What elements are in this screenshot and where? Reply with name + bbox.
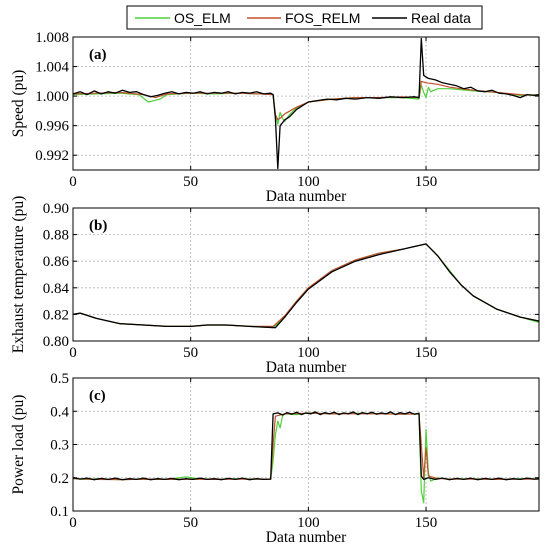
y-tick-label: 1.008 <box>35 30 69 46</box>
panel-c: 0 50 100 150 0.1 0.2 0.3 0.4 0.5 (c) Data number Po… <box>10 371 540 546</box>
y-axis-label: Power load (pu) <box>10 395 27 495</box>
y-tick-label: 0.2 <box>50 471 69 487</box>
panel-label: (c) <box>89 388 106 404</box>
y-tick-label: 0.80 <box>43 334 69 350</box>
y-tick-label: 0.90 <box>43 201 69 217</box>
x-tick-label: 100 <box>297 515 320 531</box>
series-line-real-data <box>73 411 539 481</box>
legend-label-os-elm: OS_ELM <box>174 10 231 26</box>
panel-b: 0 50 100 150 0.80 0.82 0.84 0.86 0.88 0.90 (b) Data… <box>10 196 540 376</box>
plot-frame <box>72 36 540 171</box>
panels: 0 50 100 150 0.992 0.996 1.000 1.004 1.008 (a) Dat… <box>10 30 540 546</box>
y-axis-label: Speed (pu) <box>10 70 27 138</box>
panel-label: (b) <box>89 218 107 234</box>
legend-label-real-data: Real data <box>411 10 471 26</box>
y-tick-label: 0.88 <box>43 228 69 244</box>
panel-a: 0 50 100 150 0.992 0.996 1.000 1.004 1.008 (a) Dat… <box>10 30 540 205</box>
x-tick-label: 100 <box>297 174 320 190</box>
x-axis-label: Data number <box>266 529 347 546</box>
series-line-real-data <box>73 37 539 170</box>
x-axis-label: Data number <box>266 188 347 205</box>
x-tick-label: 0 <box>69 174 77 190</box>
y-tick-label: 0.992 <box>35 148 69 164</box>
y-tick-label: 0.5 <box>50 371 69 387</box>
x-axis-label: Data number <box>266 359 347 376</box>
x-tick-label: 150 <box>415 515 438 531</box>
x-tick-label: 50 <box>183 174 198 190</box>
series-line-os-elm <box>73 412 539 504</box>
y-tick-label: 0.3 <box>50 438 69 454</box>
legend-box <box>126 5 483 30</box>
series-group <box>73 411 539 504</box>
legend: OS_ELM FOS_RELM Real data <box>126 5 483 30</box>
y-tick-label: 1.000 <box>35 89 69 105</box>
series-group <box>73 243 539 329</box>
y-axis-label: Exhaust temperature (pu) <box>10 196 27 354</box>
series-group <box>73 37 539 170</box>
legend-label-fos-relm: FOS_RELM <box>285 10 360 26</box>
x-tick-label: 50 <box>183 345 198 361</box>
panel-label: (a) <box>89 47 107 63</box>
series-line-fos-relm <box>73 412 539 481</box>
x-tick-label: 150 <box>415 345 438 361</box>
plot-frame <box>72 207 540 342</box>
x-tick-label: 50 <box>183 515 198 531</box>
y-tick-label: 0.84 <box>43 281 70 297</box>
x-tick-label: 150 <box>415 174 438 190</box>
y-tick-label: 0.1 <box>50 504 69 520</box>
series-line-os-elm <box>73 243 539 329</box>
x-tick-label: 0 <box>69 515 77 531</box>
y-tick-label: 0.82 <box>43 307 69 323</box>
y-tick-label: 0.86 <box>43 254 70 270</box>
y-tick-label: 0.4 <box>50 404 69 420</box>
series-line-fos-relm <box>73 80 539 121</box>
x-tick-label: 0 <box>69 345 77 361</box>
x-tick-label: 100 <box>297 345 320 361</box>
y-tick-label: 1.004 <box>35 60 69 76</box>
series-line-os-elm <box>73 84 539 125</box>
series-line-real-data <box>73 243 539 329</box>
y-tick-label: 0.996 <box>35 119 69 135</box>
